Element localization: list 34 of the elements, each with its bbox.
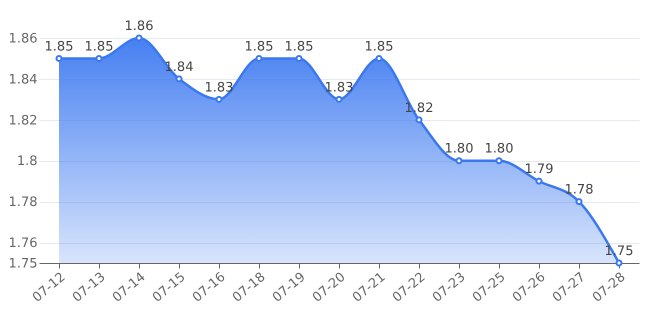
- point: [216, 96, 222, 103]
- data-label: 1.83: [204, 80, 234, 96]
- y-tick-label: 1.76: [8, 236, 38, 252]
- data-label: 1.80: [484, 142, 514, 157]
- data-label: 1.86: [124, 19, 154, 34]
- y-tick-label: 1.75: [8, 256, 38, 272]
- data-label: 1.85: [284, 39, 314, 54]
- point: [536, 178, 542, 185]
- data-label: 1.80: [444, 142, 474, 157]
- point: [176, 75, 182, 82]
- data-label: 1.85: [44, 39, 74, 54]
- point: [416, 116, 422, 124]
- point: [256, 54, 262, 62]
- data-label: 1.85: [364, 39, 394, 54]
- data-label: 1.83: [324, 80, 354, 96]
- point: [576, 198, 582, 206]
- point: [616, 260, 622, 266]
- point: [96, 54, 102, 62]
- point: [296, 54, 302, 62]
- y-tick-label: 1.8: [16, 154, 38, 170]
- point: [336, 96, 342, 103]
- data-label: 1.85: [84, 39, 114, 54]
- point: [56, 54, 62, 62]
- point: [376, 54, 382, 62]
- point: [496, 157, 502, 164]
- y-tick-label: 1.86: [8, 32, 38, 46]
- data-label: 1.79: [524, 162, 554, 178]
- point: [136, 34, 142, 42]
- y-tick-label: 1.78: [8, 195, 38, 210]
- y-tick-label: 1.82: [8, 113, 38, 128]
- data-label: 1.78: [564, 182, 594, 198]
- data-label: 1.85: [244, 39, 274, 54]
- point: [456, 157, 462, 164]
- y-tick-label: 1.84: [8, 72, 38, 88]
